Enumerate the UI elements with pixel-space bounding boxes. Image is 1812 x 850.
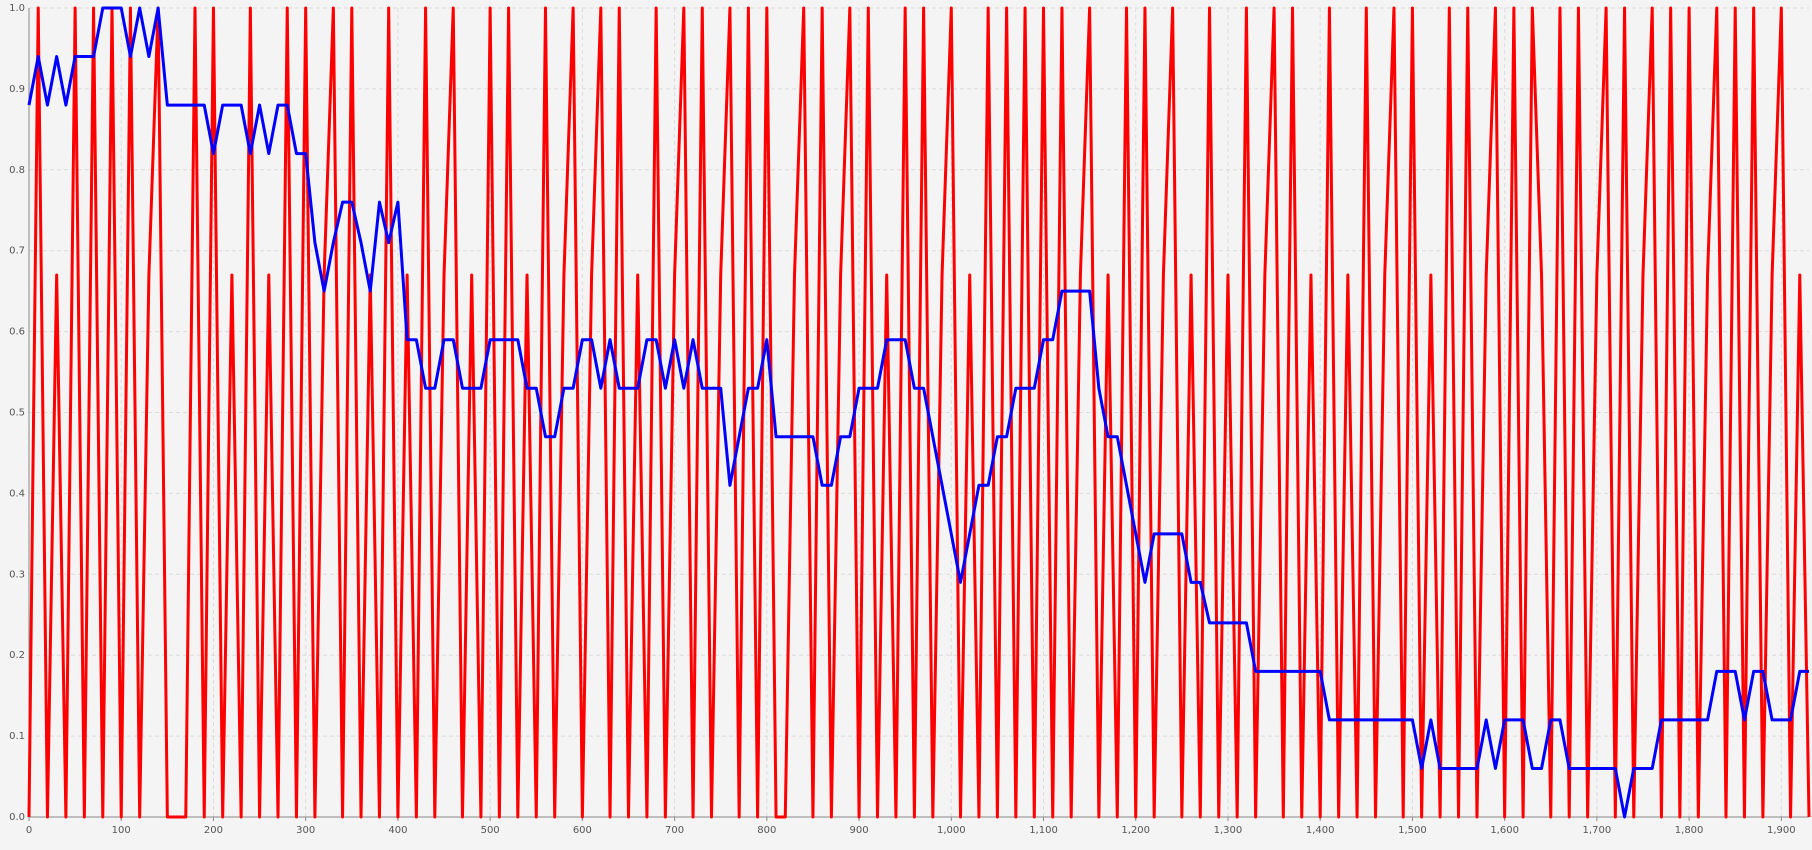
series-line (27, 6, 1809, 819)
x-tick-label: 1,000 (937, 825, 966, 836)
y-tick-label: 0.4 (9, 488, 25, 499)
series-line (27, 6, 1811, 819)
x-tick-label: 1,300 (1214, 825, 1243, 836)
y-tick-label: 0.2 (9, 650, 25, 661)
x-tick-label: 600 (573, 825, 592, 836)
x-tick-label: 400 (388, 825, 407, 836)
x-tick-label: 500 (481, 825, 500, 836)
x-tick-label: 1,100 (1029, 825, 1058, 836)
x-tick-label: 800 (757, 825, 776, 836)
y-tick-label: 1.0 (9, 3, 25, 14)
x-tick-label: 1,400 (1306, 825, 1335, 836)
x-tick-label: 0 (26, 825, 32, 836)
y-tick-label: 0.9 (9, 84, 25, 95)
x-tick-label: 700 (665, 825, 684, 836)
y-tick-label: 0.5 (9, 408, 25, 419)
x-tick-label: 900 (850, 825, 869, 836)
y-tick-label: 0.0 (9, 812, 25, 823)
y-tick-label: 0.3 (9, 569, 25, 580)
x-tick-label: 100 (112, 825, 131, 836)
y-tick-label: 0.7 (9, 246, 25, 257)
x-tick-label: 1,600 (1490, 825, 1519, 836)
y-tick-label: 0.8 (9, 165, 25, 176)
x-tick-label: 1,900 (1767, 825, 1796, 836)
x-tick-label: 1,700 (1583, 825, 1612, 836)
y-tick-label: 0.6 (9, 327, 25, 338)
y-tick-label: 0.1 (9, 731, 25, 742)
x-tick-label: 200 (204, 825, 223, 836)
x-tick-label: 1,800 (1675, 825, 1704, 836)
x-tick-label: 1,500 (1398, 825, 1427, 836)
x-tick-label: 1,200 (1121, 825, 1150, 836)
x-tick-label: 300 (296, 825, 315, 836)
